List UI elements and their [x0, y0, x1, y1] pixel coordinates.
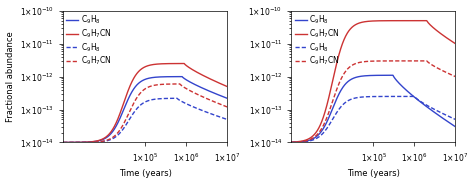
Y-axis label: Fractional abundance: Fractional abundance	[6, 31, 15, 122]
X-axis label: Time (years): Time (years)	[347, 169, 400, 178]
X-axis label: Time (years): Time (years)	[118, 169, 172, 178]
Legend: C$_9$H$_8$, C$_9$H$_7$CN, C$_9$H$_8$, C$_9$H$_7$CN: C$_9$H$_8$, C$_9$H$_7$CN, C$_9$H$_8$, C$…	[294, 13, 341, 68]
Legend: C$_9$H$_8$, C$_9$H$_7$CN, C$_9$H$_8$, C$_9$H$_7$CN: C$_9$H$_8$, C$_9$H$_7$CN, C$_9$H$_8$, C$…	[65, 13, 112, 68]
